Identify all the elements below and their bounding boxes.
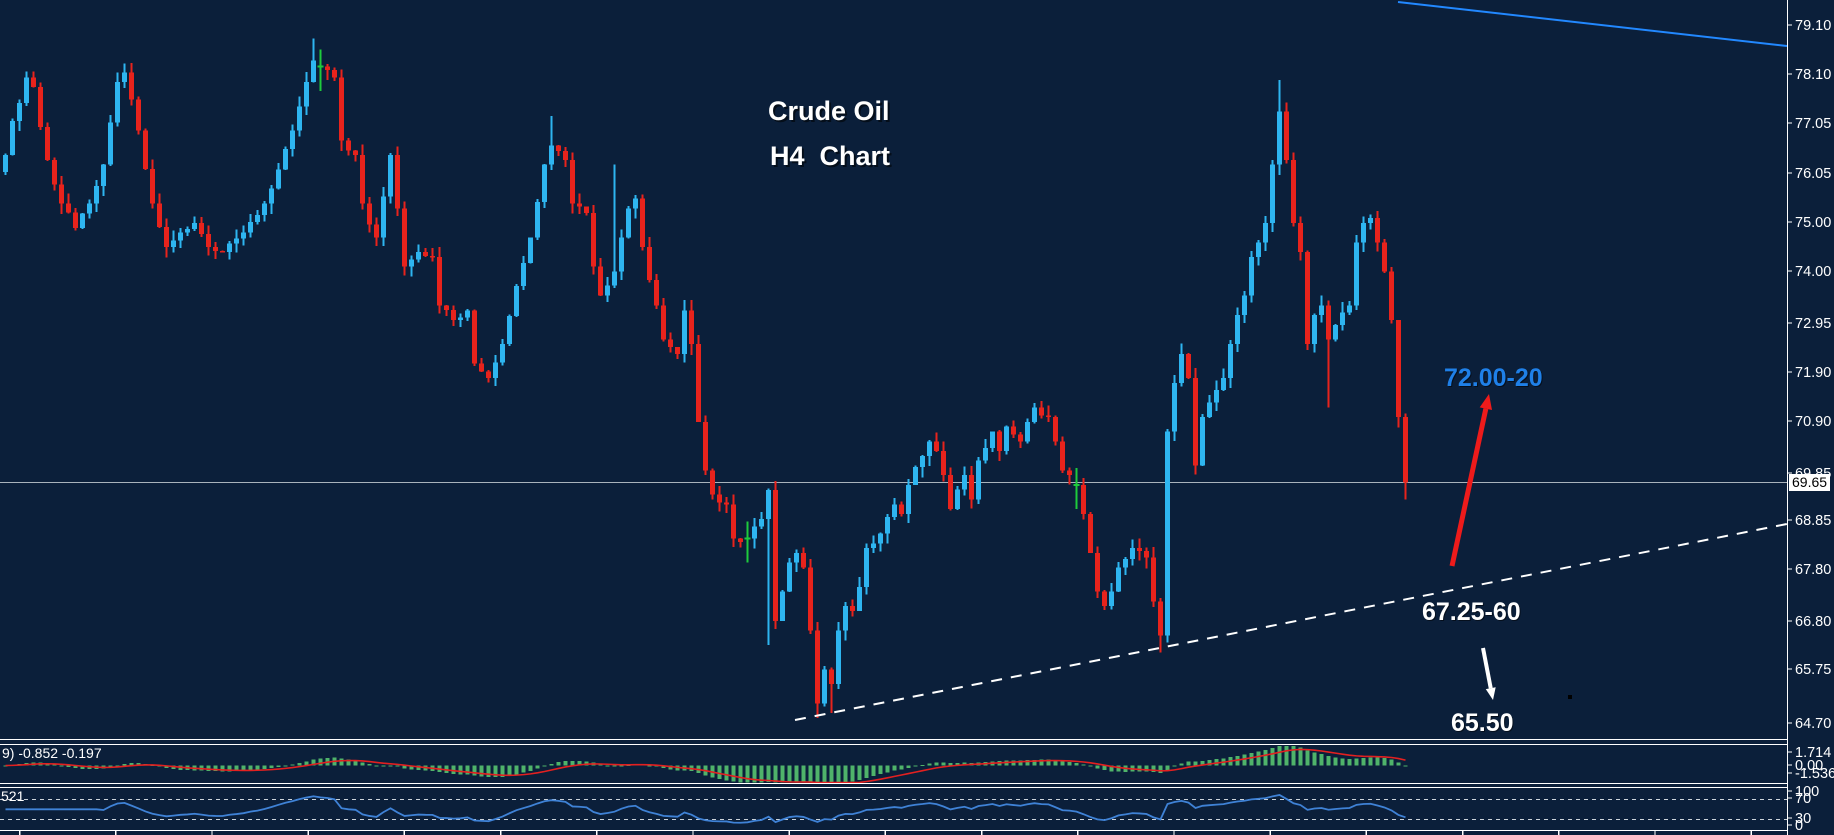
- arrows-layer: [1449, 394, 1496, 700]
- price-axis-label: 66.80: [1795, 614, 1831, 630]
- descending-resistance: [1397, 1, 1788, 47]
- price-axis-label: 74.00: [1795, 264, 1831, 280]
- macd-signal-line: [5, 748, 1406, 784]
- candles-layer: [3, 38, 1408, 718]
- price-axis-labels: 79.10 78.10 77.05 76.05 75.00 74.00 72.95 71.90…: [1787, 18, 1834, 834]
- macd-axis-label: -1.536: [1795, 766, 1834, 782]
- price-axis-label: 70.90: [1795, 414, 1831, 430]
- rising-support-dashed: [794, 523, 1788, 721]
- price-axis-label: 78.10: [1795, 67, 1831, 83]
- macd-layer: [3, 746, 1408, 784]
- current-price-box: 69.65: [1789, 474, 1831, 491]
- price-axis-label: 68.85: [1795, 513, 1831, 529]
- price-axis-label: 76.05: [1795, 166, 1831, 182]
- rsi-line: [5, 794, 1406, 824]
- red-arrow-up: [1449, 408, 1489, 567]
- price-axis-label: 65.75: [1795, 662, 1831, 678]
- rsi-axis-label: 100: [1795, 784, 1819, 800]
- price-axis-label: 64.70: [1795, 716, 1831, 732]
- price-axis-label: 77.05: [1795, 116, 1831, 132]
- macd-axis-label: 0.00: [1795, 758, 1823, 774]
- white-arrow-down: [1481, 647, 1493, 689]
- rsi-axis-label: 70: [1795, 791, 1811, 807]
- trendlines-layer: [794, 1, 1788, 721]
- rsi-layer: [0, 794, 1787, 824]
- small-dot-marker: [1568, 695, 1572, 699]
- price-axis-label: 75.00: [1795, 215, 1831, 231]
- macd-axis-label: 1.714: [1795, 745, 1831, 761]
- rsi-axis-label: 30: [1795, 811, 1811, 827]
- price-axis-label: 79.10: [1795, 18, 1831, 34]
- price-axis-label: 72.95: [1795, 316, 1831, 332]
- rsi-axis-label: 0: [1795, 818, 1803, 834]
- price-axis-label: 71.90: [1795, 365, 1831, 381]
- price-axis-label: 67.80: [1795, 562, 1831, 578]
